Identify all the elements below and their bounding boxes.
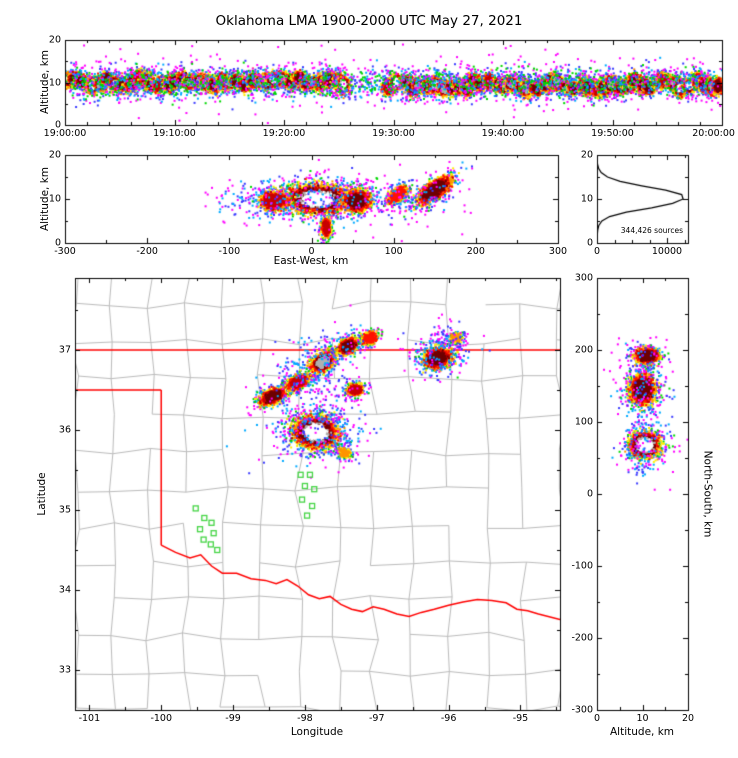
tick-label: 19:10:00 xyxy=(153,128,196,139)
tick-label: 19:50:00 xyxy=(591,128,634,139)
tick-label: 20 xyxy=(580,149,593,161)
tick-label: 20 xyxy=(681,713,695,724)
tick-label: 200 xyxy=(466,246,485,257)
tick-label: 19:20:00 xyxy=(262,128,306,139)
tick-label: -100 xyxy=(571,560,593,572)
tick-label: 34 xyxy=(58,584,71,596)
tick-label: 300 xyxy=(574,272,593,284)
tick-label: 0 xyxy=(593,246,601,257)
tick-label: -100 xyxy=(218,246,241,257)
tick-label: 100 xyxy=(574,416,593,428)
tick-label: 33 xyxy=(58,664,71,676)
tick-label: -96 xyxy=(440,713,457,724)
tick-label: 10 xyxy=(636,713,649,724)
tick-label: 0 xyxy=(593,713,601,724)
tick-label: -99 xyxy=(225,713,241,724)
ns-altitude-ylabel: North-South, km xyxy=(701,450,714,538)
tick-label: -200 xyxy=(136,246,158,257)
tick-label: 0 xyxy=(586,237,593,249)
tick-label: 100 xyxy=(384,246,403,257)
ew-altitude-xlabel: East-West, km xyxy=(273,255,349,267)
map-ylabel: Latitude xyxy=(35,472,48,516)
tick-label: 20:00:00 xyxy=(692,128,735,139)
tick-label: 10 xyxy=(48,193,61,205)
tick-label: 37 xyxy=(58,344,71,356)
tick-label: -300 xyxy=(54,246,76,257)
tick-label: -100 xyxy=(150,713,172,724)
tick-label: 300 xyxy=(548,246,568,257)
tick-label: 35 xyxy=(58,504,71,516)
tick-label: 0 xyxy=(54,237,61,249)
map-xlabel: Longitude xyxy=(290,726,344,738)
tick-label: 0 xyxy=(586,488,593,500)
source-count-annotation: 344,426 sources xyxy=(620,226,683,235)
tick-label: 20 xyxy=(48,149,61,161)
tick-label: 19:30:00 xyxy=(372,128,415,139)
tick-label: 200 xyxy=(574,344,593,356)
tick-label: 10000 xyxy=(651,246,683,257)
tick-label: -101 xyxy=(78,713,101,724)
ns-altitude-xlabel: Altitude, km xyxy=(609,726,675,738)
figure-title: Oklahoma LMA 1900-2000 UTC May 27, 2021 xyxy=(215,13,523,29)
tick-label: -97 xyxy=(369,713,385,724)
tick-label: -200 xyxy=(571,632,593,644)
tick-label: 0 xyxy=(54,119,61,131)
tick-label: 20 xyxy=(48,34,61,46)
tick-label: -95 xyxy=(512,713,529,724)
tick-label: 36 xyxy=(58,424,71,436)
tick-label: -98 xyxy=(297,713,313,724)
tick-label: -300 xyxy=(571,704,593,716)
tick-label: 10 xyxy=(580,193,593,205)
tick-label: 19:00:00 xyxy=(43,128,87,139)
tick-label: 10 xyxy=(48,76,61,88)
tick-label: 19:40:00 xyxy=(481,128,525,139)
tick-label: 0 xyxy=(308,246,315,257)
